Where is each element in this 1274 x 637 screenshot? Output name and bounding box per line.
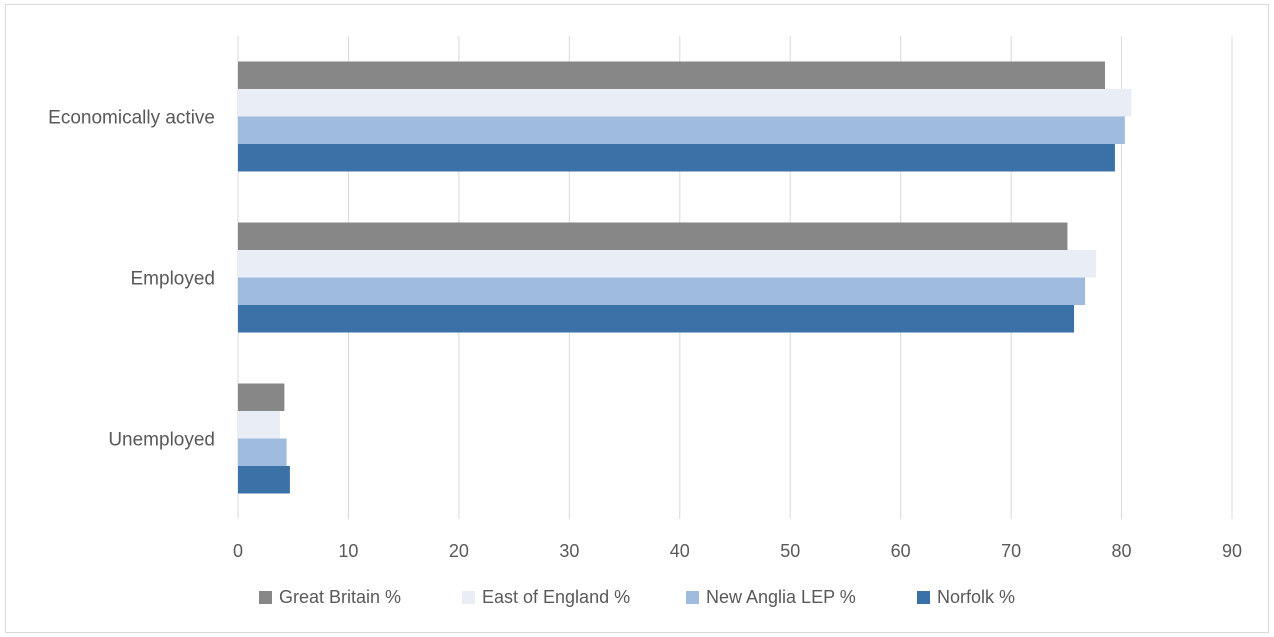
- bar-employed-new-anglia-lep-pct: [238, 277, 1086, 305]
- legend-swatch-norfolk-pct: [917, 591, 930, 604]
- bar-unemployed-great-britain-pct: [238, 383, 285, 411]
- bar-unemployed-east-of-england-pct: [238, 411, 280, 439]
- category-label-economically-active: Economically active: [48, 108, 215, 129]
- bar-economically-active-norfolk-pct: [238, 144, 1115, 172]
- x-tick-label-30: 30: [559, 541, 579, 561]
- bar-economically-active-great-britain-pct: [238, 61, 1105, 89]
- legend-label-norfolk-pct: Norfolk %: [937, 587, 1015, 607]
- legend-label-great-britain-pct: Great Britain %: [279, 587, 401, 607]
- legend: Great Britain % East of England % New Angl…: [259, 587, 1015, 607]
- category-labels: Economically active Employed Unemployed: [48, 108, 215, 451]
- legend-label-east-of-england-pct: East of England %: [482, 587, 630, 607]
- bar-economically-active-new-anglia-lep-pct: [238, 116, 1125, 144]
- legend-label-new-anglia-lep-pct: New Anglia LEP %: [706, 587, 856, 607]
- x-tick-label-20: 20: [449, 541, 469, 561]
- legend-swatch-great-britain-pct: [259, 591, 272, 604]
- bar-economically-active-east-of-england-pct: [238, 89, 1132, 117]
- x-tick-label-80: 80: [1112, 541, 1132, 561]
- bar-employed-norfolk-pct: [238, 305, 1075, 333]
- category-label-unemployed: Unemployed: [108, 430, 215, 451]
- bar-employed-east-of-england-pct: [238, 250, 1097, 278]
- x-tick-label-50: 50: [780, 541, 800, 561]
- category-label-employed: Employed: [131, 269, 216, 290]
- x-tick-label-0: 0: [233, 541, 243, 561]
- bar-employed-great-britain-pct: [238, 222, 1068, 250]
- x-tick-label-10: 10: [338, 541, 358, 561]
- x-tick-label-90: 90: [1222, 541, 1242, 561]
- x-tick-label-40: 40: [670, 541, 690, 561]
- bars: [238, 61, 1132, 494]
- legend-swatch-new-anglia-lep-pct: [686, 591, 699, 604]
- legend-swatch-east-of-england-pct: [462, 591, 475, 604]
- x-tick-labels: 0 10 20 30 40 50 60 70 80 90: [233, 541, 1242, 561]
- x-tick-label-70: 70: [1001, 541, 1021, 561]
- bar-unemployed-new-anglia-lep-pct: [238, 438, 287, 466]
- x-tick-label-60: 60: [891, 541, 911, 561]
- bar-unemployed-norfolk-pct: [238, 466, 290, 494]
